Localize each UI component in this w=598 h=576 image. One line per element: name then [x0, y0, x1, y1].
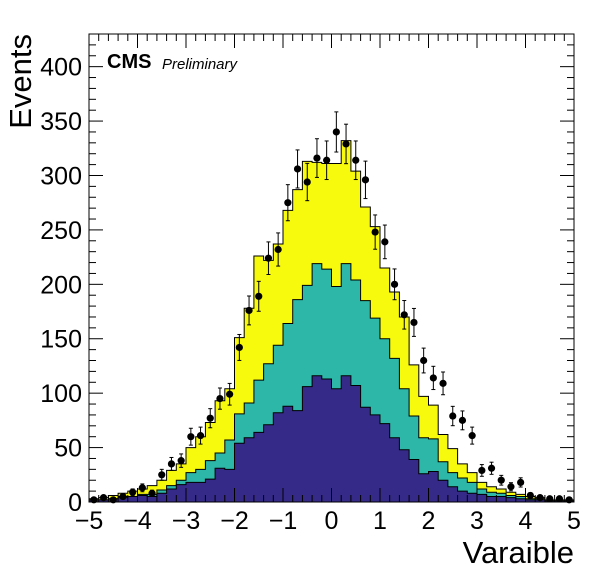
data-point	[323, 140, 331, 181]
data-point	[148, 489, 156, 497]
data-point	[420, 347, 428, 374]
data-point	[410, 307, 418, 337]
data-points	[90, 111, 573, 504]
x-axis-title: Varaible	[463, 535, 574, 570]
x-tick-labels: −5 −4 −3 −2 −1 0 1 2 3 4 5	[75, 507, 581, 535]
data-point	[507, 482, 515, 492]
y-tick-label: 400	[40, 54, 82, 82]
preliminary-label: Preliminary	[162, 56, 239, 73]
data-point	[255, 280, 263, 312]
data-point	[352, 140, 360, 181]
data-point	[468, 426, 476, 445]
data-point	[332, 111, 340, 153]
data-point	[226, 382, 234, 406]
data-point	[129, 488, 137, 496]
y-tick-label: 100	[40, 380, 82, 408]
data-point	[284, 184, 292, 222]
x-tick-label: 1	[373, 507, 387, 535]
data-point	[342, 123, 350, 165]
data-point	[216, 387, 224, 410]
data-point	[371, 214, 379, 250]
data-point	[99, 494, 108, 502]
data-point	[429, 365, 437, 391]
y-tick-label: 0	[68, 489, 82, 517]
x-tick-label: 5	[567, 507, 581, 535]
y-tick-label: 150	[40, 326, 82, 354]
data-point	[458, 410, 467, 431]
x-tick-label: −5	[75, 507, 104, 535]
stacked-histograms	[88, 140, 575, 503]
histogram-series-0	[88, 375, 575, 503]
data-point	[158, 468, 166, 481]
axis-ticks	[88, 33, 575, 503]
y-axis-title: Events	[3, 34, 38, 129]
data-point	[274, 232, 282, 267]
data-point	[313, 138, 321, 178]
data-point	[546, 495, 554, 503]
y-tick-label: 350	[40, 108, 82, 136]
x-tick-label: 2	[422, 507, 436, 535]
data-point	[478, 464, 486, 477]
y-tick-labels: 0 50 100 150 200 250 300 350 400	[40, 54, 82, 517]
data-point	[555, 495, 564, 503]
x-tick-label: −3	[172, 507, 201, 535]
data-point	[526, 491, 534, 500]
x-tick-label: −1	[269, 507, 298, 535]
y-tick-label: 300	[40, 162, 82, 190]
data-point	[293, 149, 302, 189]
data-point	[487, 461, 496, 475]
data-point	[187, 427, 195, 446]
data-point	[517, 477, 525, 488]
data-point	[196, 426, 205, 445]
data-point	[400, 300, 408, 330]
data-point	[206, 408, 214, 429]
data-point	[138, 483, 146, 493]
x-tick-label: 0	[325, 507, 339, 535]
data-point	[536, 494, 544, 502]
data-point	[439, 371, 447, 396]
y-tick-label: 200	[40, 271, 82, 299]
data-point	[167, 456, 176, 471]
y-tick-label: 50	[54, 435, 82, 463]
x-tick-label: −2	[220, 507, 249, 535]
data-point	[177, 453, 185, 468]
x-tick-label: 3	[470, 507, 484, 535]
x-tick-label: 4	[519, 507, 533, 535]
data-point	[497, 474, 505, 486]
data-point	[235, 333, 243, 361]
data-point	[390, 268, 399, 301]
data-point	[303, 162, 311, 202]
data-point	[119, 492, 127, 501]
data-point	[245, 295, 253, 326]
x-tick-label: −4	[123, 507, 152, 535]
cms-label: CMS	[107, 51, 151, 73]
y-tick-label: 250	[40, 217, 82, 245]
data-point	[449, 405, 457, 427]
data-point	[381, 224, 389, 260]
data-point	[264, 241, 273, 275]
data-point	[361, 160, 370, 200]
